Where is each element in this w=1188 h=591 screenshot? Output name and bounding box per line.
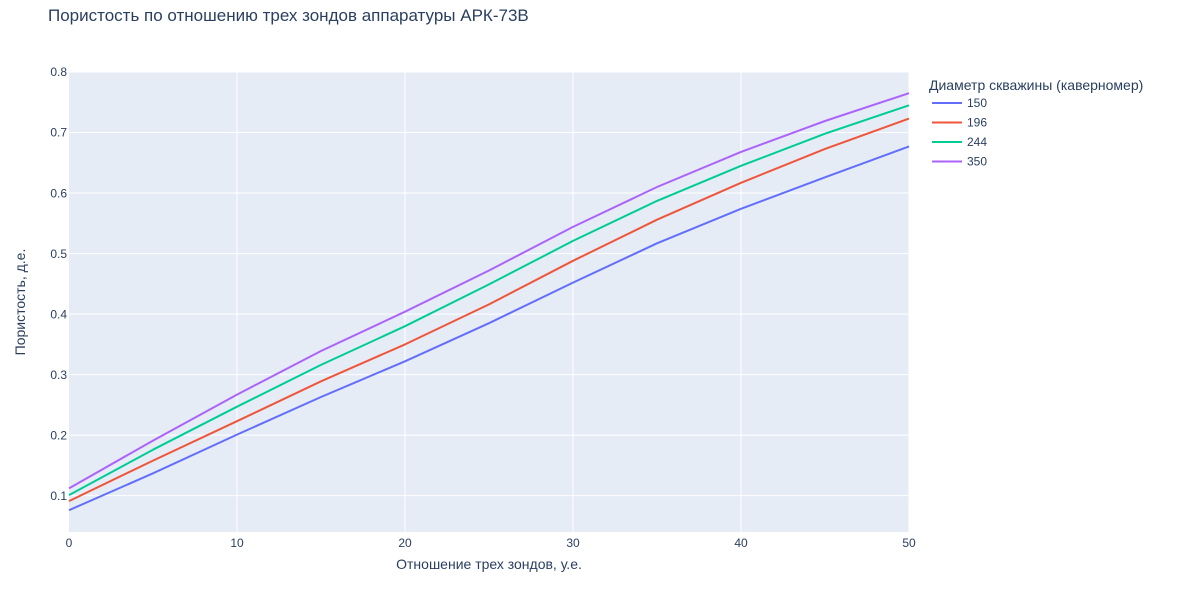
legend: Диаметр скважины (каверномер) 150 196 244 3… bbox=[929, 77, 1143, 169]
x-tick-label: 50 bbox=[902, 536, 916, 550]
series-line-350 bbox=[68, 92, 910, 490]
x-tick-label: 40 bbox=[734, 536, 748, 550]
x-tick-label: 0 bbox=[66, 536, 73, 550]
x-tick-label: 30 bbox=[566, 536, 580, 550]
y-tick-label: 0.2 bbox=[50, 428, 67, 442]
y-axis-title: Пористость, д.е. bbox=[12, 249, 28, 356]
plot-area bbox=[69, 72, 909, 532]
legend-title: Диаметр скважины (каверномер) bbox=[929, 77, 1143, 93]
legend-label: 350 bbox=[967, 155, 987, 169]
y-tick-label: 0.1 bbox=[50, 489, 67, 503]
y-tick-label: 0.4 bbox=[50, 307, 67, 321]
y-tick-label: 0.8 bbox=[50, 65, 67, 79]
legend-item-350[interactable]: 350 bbox=[932, 155, 987, 169]
y-tick-label: 0.3 bbox=[50, 368, 67, 382]
y-tick-label: 0.5 bbox=[50, 247, 67, 261]
legend-item-150[interactable]: 150 bbox=[932, 96, 987, 110]
y-tick-label: 0.7 bbox=[50, 126, 67, 140]
series-line-244 bbox=[68, 104, 910, 496]
y-axis-ticks: 0.1 0.2 0.3 0.4 0.5 0.6 0.7 0.8 bbox=[50, 65, 67, 503]
x-axis-title: Отношение трех зондов, у.е. bbox=[396, 556, 582, 572]
legend-item-196[interactable]: 196 bbox=[932, 116, 987, 130]
legend-item-244[interactable]: 244 bbox=[932, 135, 987, 149]
series-lines bbox=[68, 92, 910, 512]
legend-label: 196 bbox=[967, 116, 987, 130]
x-axis-ticks: 0 10 20 30 40 50 bbox=[66, 536, 916, 550]
x-tick-label: 10 bbox=[230, 536, 244, 550]
legend-label: 244 bbox=[967, 135, 987, 149]
gridlines bbox=[69, 71, 910, 532]
legend-label: 150 bbox=[967, 96, 987, 110]
chart-title: Пористость по отношению трех зондов аппа… bbox=[48, 6, 529, 25]
x-tick-label: 20 bbox=[398, 536, 412, 550]
series-line-150 bbox=[68, 145, 910, 512]
series-line-196 bbox=[68, 117, 910, 503]
y-tick-label: 0.6 bbox=[50, 186, 67, 200]
